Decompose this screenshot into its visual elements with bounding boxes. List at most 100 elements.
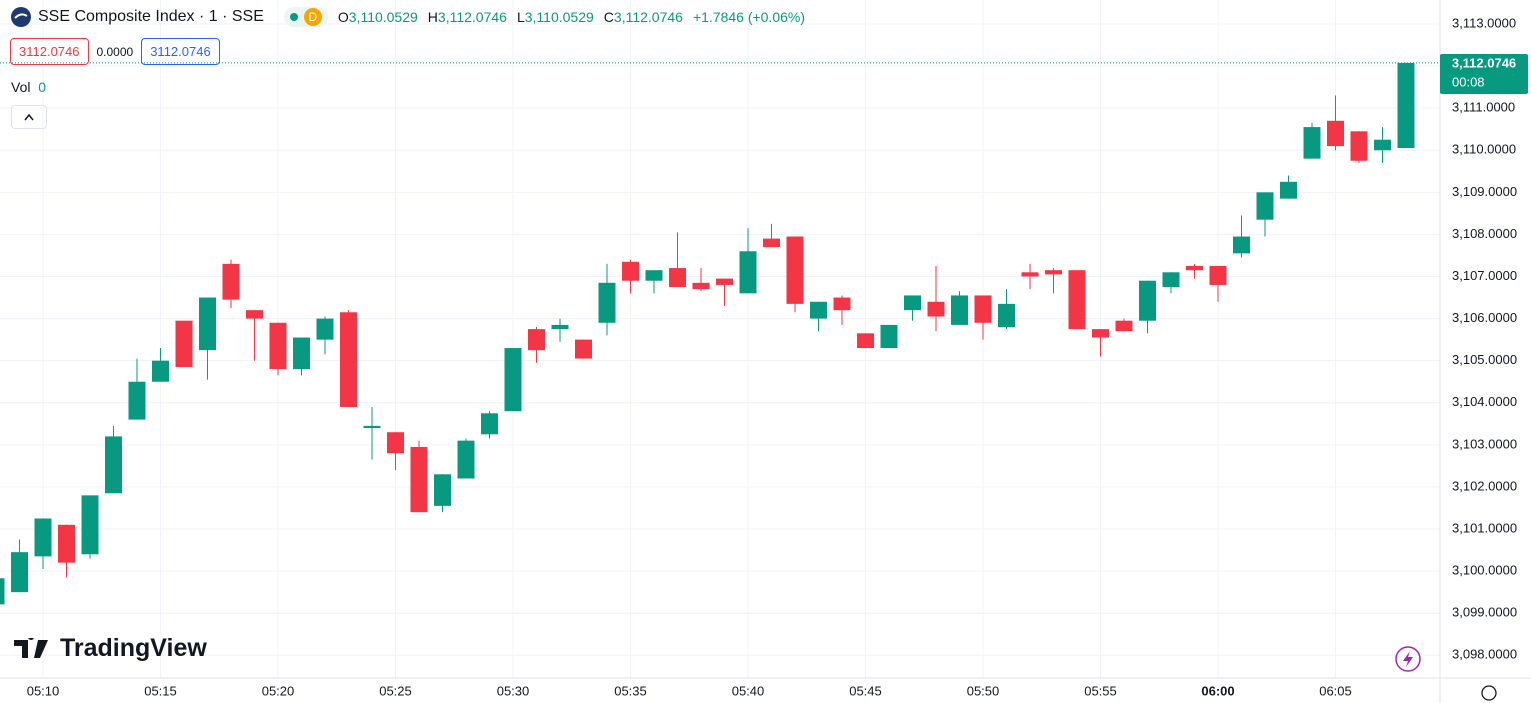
sell-button[interactable]: 3112.0746 — [10, 38, 89, 65]
candle-body — [387, 432, 404, 454]
ohlc-value: 3,110.0529 — [348, 9, 418, 25]
x-tick-label: 05:25 — [379, 683, 412, 698]
ohlc-item: O3,110.0529 — [338, 9, 418, 25]
candle-body — [363, 425, 381, 429]
candle-body — [457, 440, 475, 479]
y-tick-label: 3,102.0000 — [1452, 478, 1517, 493]
y-tick-label: 3,108.0000 — [1452, 226, 1517, 241]
ohlc-key: L — [516, 9, 525, 25]
market-dot — [289, 13, 298, 21]
candle-body — [927, 301, 945, 317]
candle-body — [575, 339, 592, 359]
y-tick-label: 3,109.0000 — [1452, 184, 1517, 199]
trade-toolbar: 3112.0746 0.0000 3112.0746 — [10, 38, 220, 65]
candle-body — [1021, 272, 1039, 277]
candle-body — [1209, 265, 1227, 285]
y-tick-label: 3,110.0000 — [1452, 142, 1516, 157]
candle-body — [1256, 192, 1274, 220]
ohlc-value: 3,110.0529 — [524, 9, 594, 25]
candle-body — [34, 518, 52, 557]
x-tick-label: 05:10 — [27, 683, 60, 698]
y-tick-label: 3,111.0000 — [1452, 100, 1515, 115]
candle-body — [81, 495, 99, 555]
brand-name: TradingView — [60, 634, 207, 662]
brand-logo — [14, 637, 48, 658]
x-tick-label: 05:40 — [732, 683, 765, 698]
candle-body — [763, 238, 780, 248]
x-tick-label: 06:00 — [1201, 683, 1234, 698]
candle-body — [904, 295, 921, 311]
collapse-button[interactable] — [11, 105, 47, 129]
candle-body — [716, 278, 733, 285]
y-tick-label: 3,100.0000 — [1452, 563, 1517, 578]
candle-body — [175, 320, 193, 367]
candle-body — [833, 297, 851, 311]
candle-body — [1327, 120, 1344, 147]
candle-body — [998, 303, 1015, 328]
candles-layer — [0, 62, 1440, 605]
y-tick-label: 3,103.0000 — [1452, 436, 1517, 451]
x-tick-label: 05:45 — [849, 683, 882, 698]
candle-body — [1350, 131, 1368, 161]
candle-body — [598, 282, 616, 323]
candle-body — [340, 312, 357, 407]
ohlc-item: L3,110.0529 — [517, 9, 594, 25]
candle-body — [1092, 329, 1109, 338]
candle-body — [528, 329, 545, 351]
candle-body — [1397, 62, 1415, 149]
candle-body — [551, 324, 569, 330]
y-tick-label: 3,099.0000 — [1452, 605, 1517, 620]
candle-body — [293, 337, 310, 370]
spread: 0.0000 — [96, 44, 134, 59]
ohlc-item: C3,112.0746 — [604, 9, 683, 25]
x-tick-label: 05:15 — [144, 683, 177, 698]
candle-body — [786, 236, 804, 304]
candle-body — [1162, 272, 1180, 288]
y-tick-label: 3,107.0000 — [1452, 268, 1517, 283]
x-tick-label: 05:20 — [262, 683, 295, 698]
ohlc-value: 3,112.0746 — [437, 9, 507, 25]
candle-body — [105, 436, 122, 494]
x-tick-label: 06:05 — [1319, 683, 1352, 698]
candle-body — [152, 360, 169, 382]
status-pill[interactable]: D — [283, 7, 328, 27]
candle-body — [316, 318, 334, 340]
candle-body — [1139, 280, 1156, 321]
candle-body — [951, 295, 968, 325]
candle-body — [974, 295, 992, 323]
candle-body — [1068, 270, 1086, 330]
volume-value: 0 — [38, 79, 47, 95]
y-tick-label: 3,101.0000 — [1452, 520, 1517, 535]
symbol-title[interactable]: SSE Composite Index · 1 · SSE — [38, 8, 264, 25]
brand: TradingView — [14, 634, 207, 663]
y-tick-label: 3,098.0000 — [1452, 647, 1517, 662]
lightning-icon[interactable] — [1395, 646, 1421, 672]
candle-body — [1233, 236, 1250, 254]
candle-body — [1045, 270, 1062, 275]
y-tick-label: 3,113.0000 — [1452, 15, 1516, 30]
price-tag-countdown: 00:08 — [1452, 74, 1485, 89]
settings-icon[interactable] — [1481, 685, 1497, 701]
candle-body — [11, 552, 28, 593]
candle-body — [1115, 320, 1133, 332]
ohlc-key: H — [427, 9, 438, 25]
candle-body — [692, 282, 710, 290]
x-tick-label: 05:35 — [614, 683, 647, 698]
buy-button[interactable]: 3112.0746 — [141, 38, 220, 65]
candle-body — [1303, 127, 1321, 159]
lightning-glyph — [1403, 651, 1413, 667]
candle-body — [128, 381, 146, 420]
candle-body — [410, 446, 428, 513]
header: SSE Composite Index · 1 · SSE D O3,110.0… — [10, 6, 805, 28]
candle-body — [880, 324, 898, 349]
price-tag-price: 3,112.0746 — [1452, 55, 1516, 70]
y-tick-label: 3,105.0000 — [1452, 352, 1517, 367]
candle-body — [1186, 265, 1203, 271]
x-tick-label: 05:30 — [497, 683, 530, 698]
candle-body — [481, 413, 498, 435]
candle-body — [1374, 139, 1391, 151]
x-tick-label: 05:50 — [967, 683, 1000, 698]
candle-body — [58, 524, 75, 563]
price-tag — [1440, 54, 1528, 94]
